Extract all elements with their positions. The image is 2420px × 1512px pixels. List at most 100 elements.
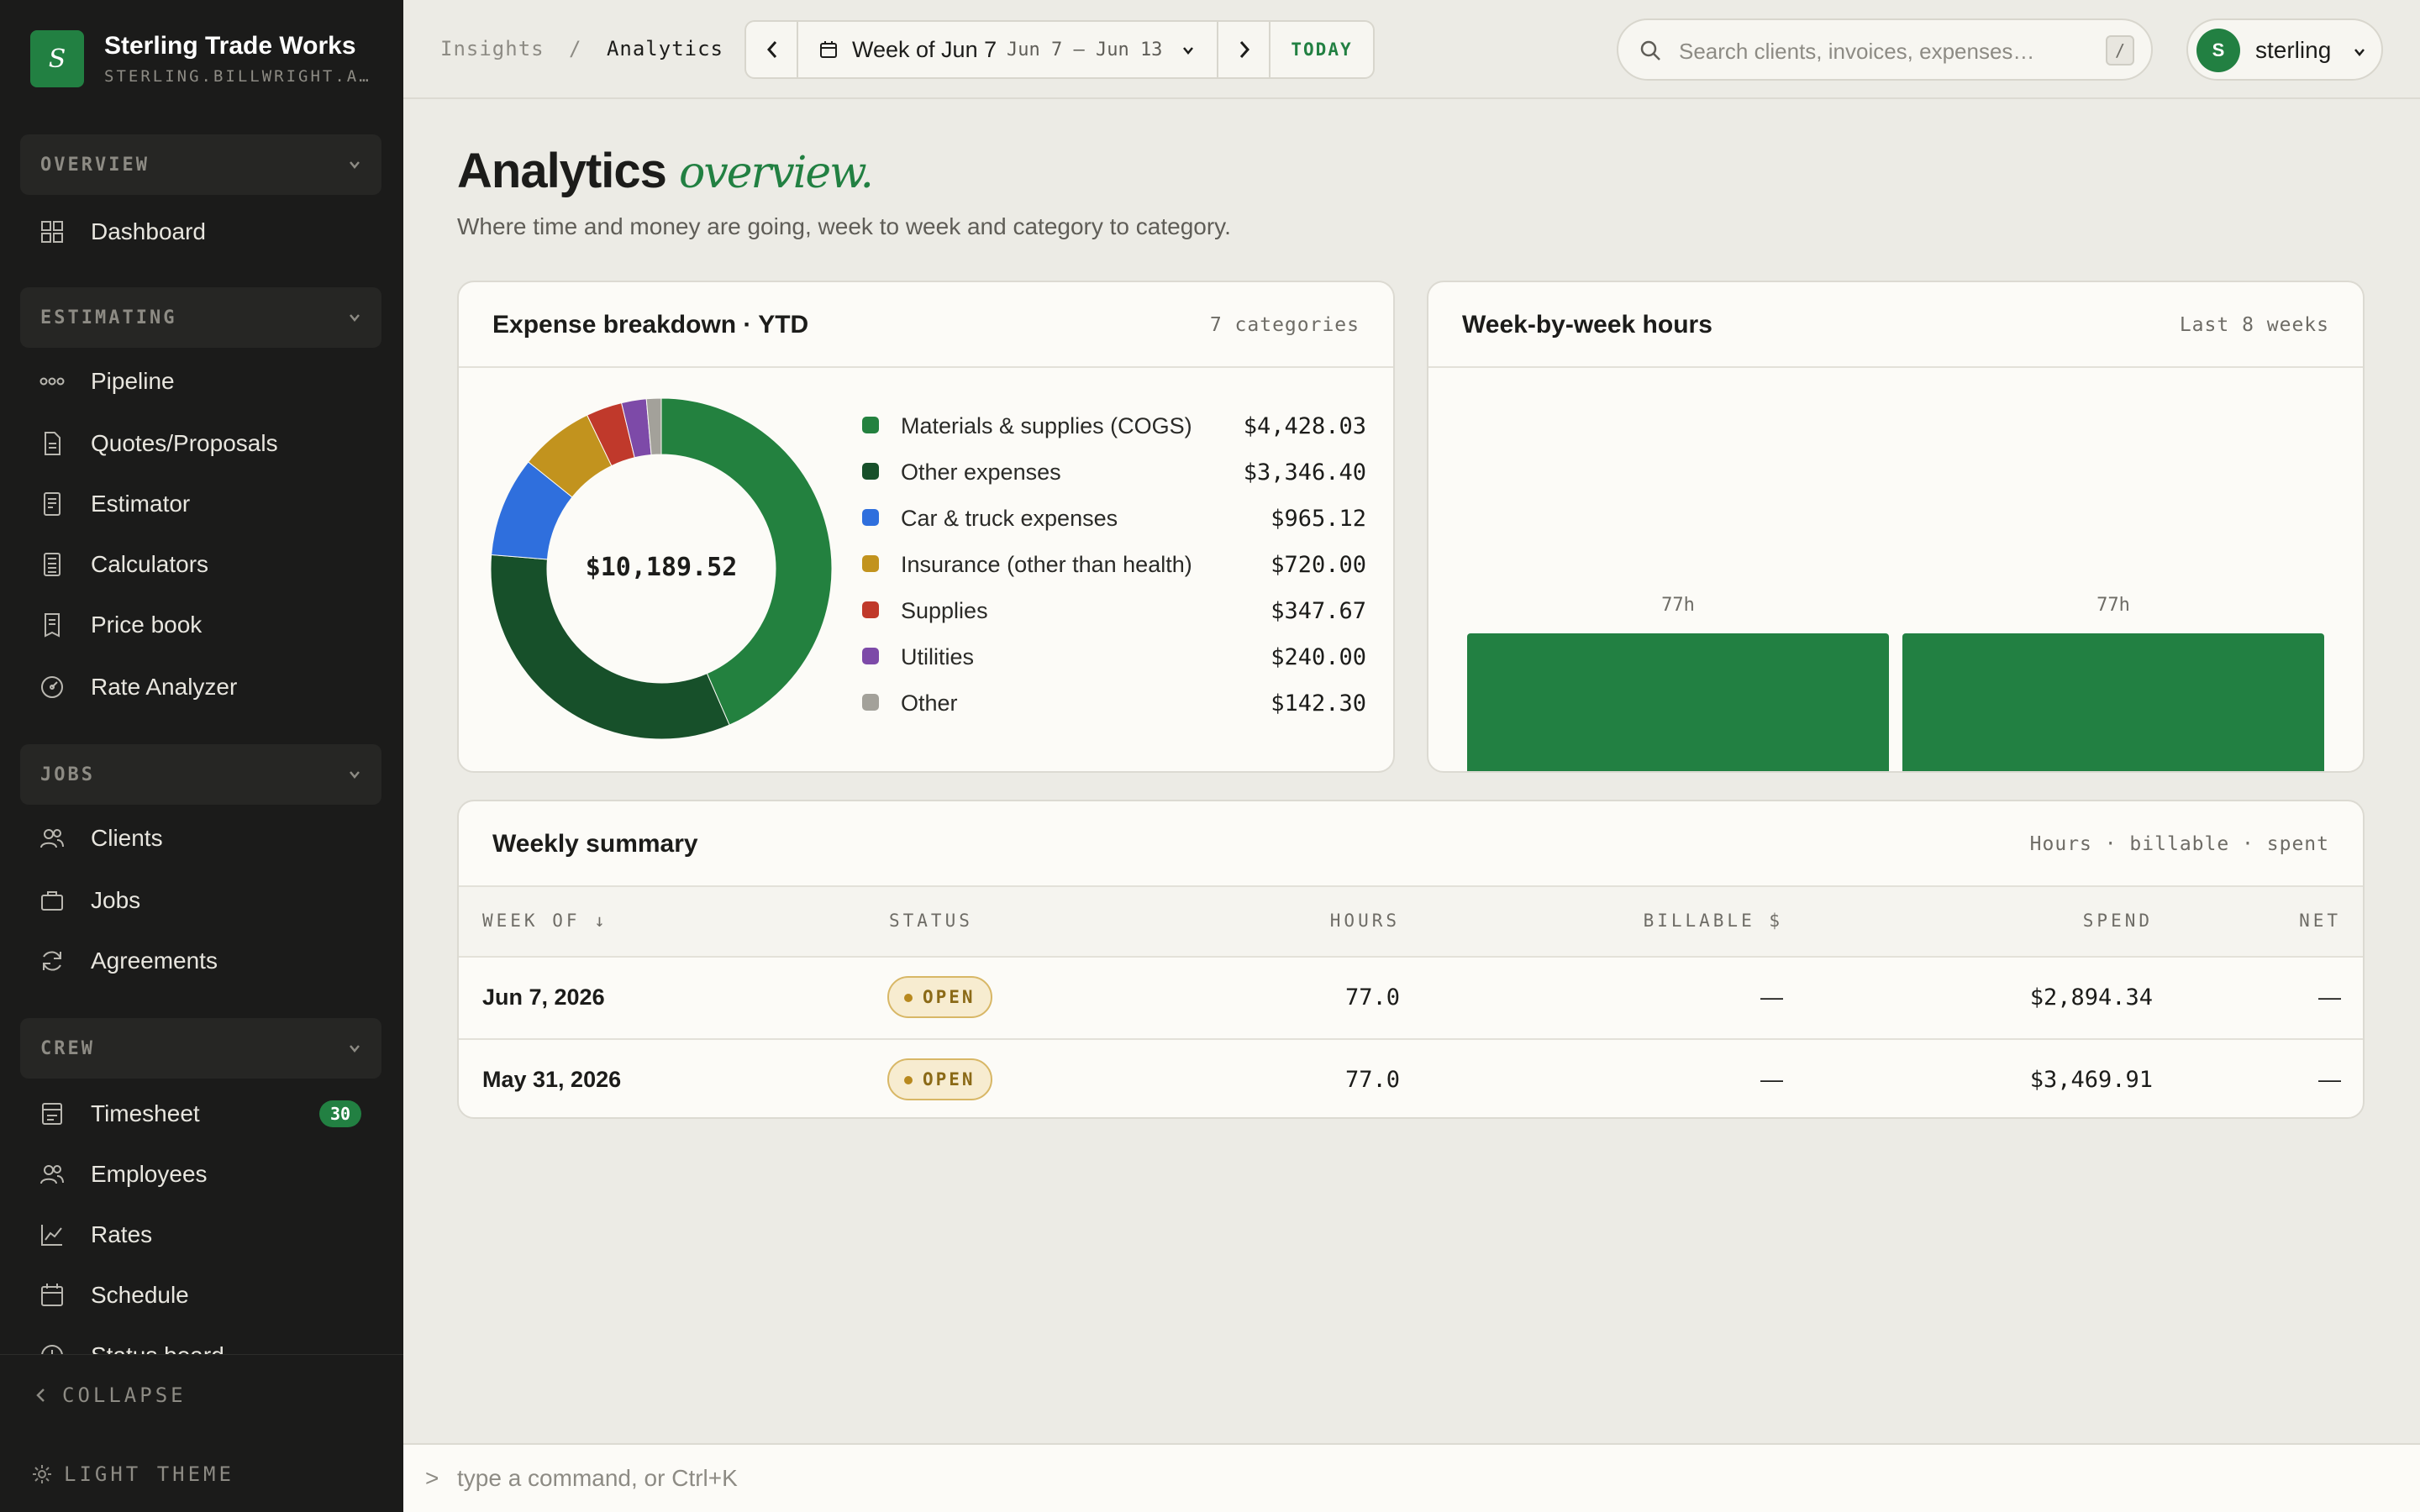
breadcrumb: Insights / Analytics bbox=[440, 37, 723, 60]
today-button[interactable]: TODAY bbox=[1291, 39, 1353, 60]
sidebar-item-employees[interactable]: Employees bbox=[20, 1147, 381, 1200]
donut-slice-other[interactable] bbox=[645, 398, 662, 456]
sidebar-item-quotes-proposals[interactable]: Quotes/Proposals bbox=[20, 417, 381, 469]
card-header: Expense breakdown · YTD 7 categories bbox=[459, 282, 1393, 368]
sidebar-item-price-book[interactable]: Price book bbox=[20, 598, 381, 650]
users-icon bbox=[40, 1165, 64, 1184]
command-bar[interactable]: > type a command, or Ctrl+K bbox=[403, 1443, 2420, 1512]
sidebar-item-rate-analyzer[interactable]: Rate Analyzer bbox=[20, 660, 381, 712]
chevron-down-icon bbox=[350, 771, 360, 779]
sidebar-item-clients[interactable]: Clients bbox=[20, 811, 381, 864]
legend-value: $347.67 bbox=[1270, 598, 1366, 624]
chevron-down-icon bbox=[350, 1045, 360, 1053]
legend-label: Other bbox=[901, 690, 958, 716]
legend-label: Insurance (other than health) bbox=[901, 552, 1192, 577]
table-row[interactable]: May 31, 2026 OPEN 77.0 — $3,469.91 — bbox=[459, 1038, 2363, 1117]
sidebar-item-label: Rates bbox=[91, 1221, 153, 1247]
donut-slice-materials-supplies-cogs[interactable] bbox=[660, 398, 832, 726]
sidebar-item-label: Employees bbox=[91, 1161, 208, 1187]
user-menu[interactable]: S sterling bbox=[2186, 18, 2383, 81]
sidebar-item-agreements[interactable]: Agreements bbox=[20, 934, 381, 986]
brand[interactable]: S Sterling Trade Works STERLING.BILLWRIG… bbox=[0, 0, 403, 118]
sidebar-item-label: Estimator bbox=[91, 491, 191, 517]
legend-swatch bbox=[862, 417, 879, 433]
command-input[interactable]: type a command, or Ctrl+K bbox=[457, 1465, 738, 1491]
sidebar-section-crew[interactable]: CREW bbox=[20, 1018, 381, 1079]
legend-value: $965.12 bbox=[1270, 506, 1366, 532]
col-week-of[interactable]: WEEK OF ↓ bbox=[482, 911, 608, 931]
sidebar-item-dashboard[interactable]: Dashboard bbox=[20, 205, 381, 257]
status-badge: OPEN bbox=[887, 1058, 992, 1100]
command-prompt: > bbox=[425, 1465, 439, 1491]
sidebar-footer: COLLAPSE LIGHT THEME bbox=[0, 1354, 403, 1512]
sidebar-item-pipeline[interactable]: Pipeline bbox=[20, 354, 381, 407]
calendar-icon bbox=[820, 41, 837, 58]
section-title: CREW bbox=[40, 1038, 95, 1059]
legend-label: Car & truck expenses bbox=[901, 506, 1118, 531]
sidebar-item-status-board[interactable]: Status board bbox=[20, 1329, 381, 1354]
legend-item: Other $142.30 bbox=[862, 685, 1366, 719]
avatar: S bbox=[2196, 29, 2240, 72]
sidebar-item-timesheet[interactable]: Timesheet 30 bbox=[20, 1087, 381, 1139]
calendar-icon bbox=[41, 1284, 63, 1306]
weekly-summary-card: Weekly summary Hours · billable · spent … bbox=[457, 800, 2365, 1119]
col-spend: SPEND bbox=[2082, 911, 2153, 931]
sidebar-item-rates[interactable]: Rates bbox=[20, 1208, 381, 1260]
next-week-button[interactable] bbox=[1218, 22, 1270, 77]
sidebar-item-schedule[interactable]: Schedule bbox=[20, 1268, 381, 1320]
legend-swatch bbox=[862, 463, 879, 480]
sidebar-section-estimating[interactable]: ESTIMATING bbox=[20, 287, 381, 348]
legend-value: $240.00 bbox=[1270, 644, 1366, 670]
sidebar-item-label: Price book bbox=[91, 612, 203, 638]
topbar: Insights / Analytics Week of Jun 7 Jun 7… bbox=[403, 0, 2420, 99]
main: Insights / Analytics Week of Jun 7 Jun 7… bbox=[403, 0, 2420, 1512]
week-picker: Week of Jun 7 Jun 7 – Jun 13 TODAY bbox=[744, 20, 1375, 79]
section-title: JOBS bbox=[40, 764, 95, 785]
legend-swatch bbox=[862, 601, 879, 618]
count-badge: 30 bbox=[319, 1100, 361, 1127]
page-subtitle: Where time and money are going, week to … bbox=[457, 213, 1231, 239]
table-row[interactable]: Jun 7, 2026 OPEN 77.0 — $2,894.34 — bbox=[459, 956, 2363, 1038]
legend-item: Supplies $347.67 bbox=[862, 593, 1366, 627]
search-input[interactable]: Search clients, invoices, expenses… / bbox=[1617, 18, 2153, 81]
collapse-label: COLLAPSE bbox=[62, 1383, 187, 1407]
grid-icon bbox=[41, 221, 63, 243]
sidebar-item-estimator[interactable]: Estimator bbox=[20, 477, 381, 529]
col-net: NET bbox=[2299, 911, 2341, 931]
sidebar-section-jobs[interactable]: JOBS bbox=[20, 744, 381, 805]
sidebar-item-jobs[interactable]: Jobs bbox=[20, 874, 381, 926]
page-title: Analytics overview. bbox=[457, 143, 874, 199]
col-status: STATUS bbox=[889, 911, 973, 931]
legend-item: Insurance (other than health) $720.00 bbox=[862, 547, 1366, 580]
theme-label: LIGHT THEME bbox=[64, 1462, 234, 1486]
legend-swatch bbox=[862, 694, 879, 711]
breadcrumb-insights[interactable]: Insights bbox=[440, 37, 544, 60]
chevron-down-icon bbox=[2354, 49, 2365, 56]
status-badge: OPEN bbox=[887, 976, 992, 1018]
legend-item: Other expenses $3,346.40 bbox=[862, 454, 1366, 488]
collapse-button[interactable]: COLLAPSE bbox=[34, 1383, 187, 1407]
legend-value: $4,428.03 bbox=[1243, 413, 1366, 439]
bar-week-may-31[interactable] bbox=[1467, 633, 1889, 771]
sidebar-item-label: Dashboard bbox=[91, 218, 206, 244]
sidebar-item-label: Agreements bbox=[91, 948, 218, 974]
estimator-icon bbox=[44, 492, 60, 516]
legend-item: Materials & supplies (COGS) $4,428.03 bbox=[862, 408, 1366, 442]
col-billable: BILLABLE $ bbox=[1643, 911, 1783, 931]
donut-total: $10,189.52 bbox=[585, 553, 738, 582]
bar-value-label: 77h bbox=[2096, 595, 2130, 616]
theme-toggle[interactable]: LIGHT THEME bbox=[32, 1462, 234, 1486]
brand-subdomain: STERLING.BILLWRIGHT.A… bbox=[104, 67, 371, 86]
refresh-icon bbox=[43, 951, 61, 971]
row-week: May 31, 2026 bbox=[482, 1067, 622, 1092]
week-select[interactable]: Week of Jun 7 Jun 7 – Jun 13 bbox=[798, 22, 1218, 77]
table-header: WEEK OF ↓ STATUS HOURS BILLABLE $ SPEND … bbox=[459, 887, 2363, 956]
sidebar-section-overview[interactable]: OVERVIEW bbox=[20, 134, 381, 195]
week-range: Jun 7 – Jun 13 bbox=[1007, 39, 1163, 60]
bar-week-jun-7[interactable] bbox=[1902, 633, 2324, 771]
row-spend: $3,469.91 bbox=[2029, 1067, 2153, 1093]
sidebar-item-calculators[interactable]: Calculators bbox=[20, 538, 381, 590]
donut-slice-other-expenses[interactable] bbox=[491, 554, 730, 739]
document-icon bbox=[45, 432, 60, 455]
prev-week-button[interactable] bbox=[746, 22, 798, 77]
